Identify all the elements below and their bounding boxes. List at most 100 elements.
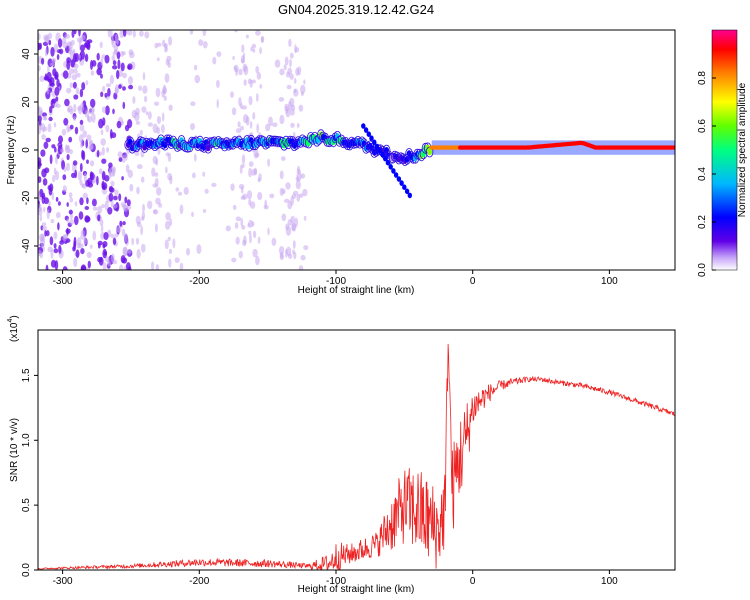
noise-blob (279, 170, 284, 180)
y-tick-label: 0.5 (21, 498, 32, 512)
noise-blob (38, 160, 41, 170)
noise-blob (127, 119, 133, 129)
noise-blob (62, 70, 69, 79)
noise-blob (137, 164, 143, 170)
noise-blob (66, 227, 69, 236)
noise-blob (154, 101, 160, 106)
noise-blob (68, 192, 73, 199)
noise-blob (286, 84, 292, 90)
noise-blob (242, 193, 248, 200)
noise-blob (108, 185, 114, 192)
noise-blob (102, 248, 107, 259)
noise-blob (98, 256, 104, 266)
noise-blob (62, 41, 68, 49)
noise-blob (240, 125, 244, 131)
noise-blob (112, 204, 118, 209)
colorbar-tick-label: 0.2 (697, 215, 708, 229)
x-tick-label: -300 (53, 576, 73, 587)
noise-blob (298, 265, 304, 270)
svg-text:(x104): (x104) (7, 315, 20, 342)
noise-blob (50, 46, 55, 57)
noise-blob (293, 88, 299, 97)
spectrogram-ridge (124, 123, 675, 199)
noise-blob (249, 121, 253, 129)
noise-blob (73, 116, 76, 121)
noise-blob (102, 262, 107, 270)
noise-blob (45, 137, 51, 143)
noise-blob (232, 204, 237, 211)
noise-blob (40, 236, 46, 247)
noise-blob (151, 261, 155, 270)
noise-blob (63, 117, 69, 126)
noise-blob (85, 139, 88, 149)
noise-blob (202, 30, 207, 37)
noise-blob (285, 182, 291, 190)
noise-blob (259, 84, 263, 89)
noise-blob (281, 156, 286, 162)
noise-blob (165, 212, 171, 221)
noise-blob (254, 152, 260, 158)
ridge-branch-cell (374, 143, 380, 150)
noise-blob (73, 94, 79, 100)
noise-blob (75, 249, 80, 258)
noise-blob (85, 80, 89, 86)
noise-blob (269, 193, 275, 199)
noise-blob (241, 163, 245, 168)
noise-blob (111, 34, 114, 45)
x-tick-label: 100 (601, 276, 618, 287)
noise-blob (44, 230, 47, 237)
noise-blob (74, 126, 79, 135)
noise-blob (53, 122, 57, 128)
noise-blob (285, 248, 288, 258)
noise-blob (107, 30, 113, 38)
noise-blob (109, 129, 113, 139)
colorbar-label: Normalized spectral amplitude (737, 82, 748, 217)
noise-blob (300, 84, 306, 94)
noise-blob (154, 172, 159, 177)
noise-blob (135, 237, 140, 245)
y-tick-label: 1.5 (21, 368, 32, 382)
noise-blob (116, 226, 122, 233)
noise-blob (113, 195, 118, 201)
noise-blob (78, 30, 81, 37)
noise-blob (237, 121, 241, 128)
noise-blob (38, 33, 41, 41)
snr-series-line (38, 343, 675, 570)
noise-blob (153, 209, 157, 215)
noise-blob (90, 244, 93, 249)
noise-blob (216, 51, 222, 57)
snr-scale-label: (x10 (9, 322, 20, 342)
colorbar: 0.0 0.2 0.4 0.6 0.8 Normalized spectral ampl… (697, 29, 748, 277)
noise-blob (240, 218, 244, 227)
noise-blob (101, 146, 105, 156)
ridge-branch-cell (372, 139, 377, 146)
noise-blob (100, 225, 104, 233)
noise-blob (74, 215, 79, 226)
noise-blob (248, 95, 253, 106)
noise-blob (272, 122, 278, 128)
noise-blob (78, 54, 81, 59)
noise-blob (118, 157, 123, 163)
noise-blob (251, 43, 257, 49)
noise-blob (43, 141, 49, 149)
noise-blob (285, 108, 288, 114)
x-tick-label: -100 (326, 276, 346, 287)
noise-blob (68, 136, 73, 143)
noise-blob (80, 248, 85, 255)
noise-blob (46, 88, 50, 95)
colorbar-gradient (711, 29, 738, 271)
noise-blob (241, 154, 246, 165)
figure-title: GN04.2025.319.12.42.G24 (278, 2, 434, 17)
noise-blob (122, 221, 126, 226)
ridge-branch-cell (380, 151, 385, 158)
noise-blob (164, 73, 170, 83)
noise-blob (51, 144, 56, 149)
noise-blob (287, 219, 293, 226)
noise-blob (66, 162, 70, 172)
noise-blob (126, 262, 131, 270)
noise-blob (64, 33, 70, 39)
noise-blob (72, 246, 76, 252)
noise-blob (248, 161, 254, 167)
noise-blob (100, 91, 104, 98)
noise-blob (48, 116, 53, 122)
